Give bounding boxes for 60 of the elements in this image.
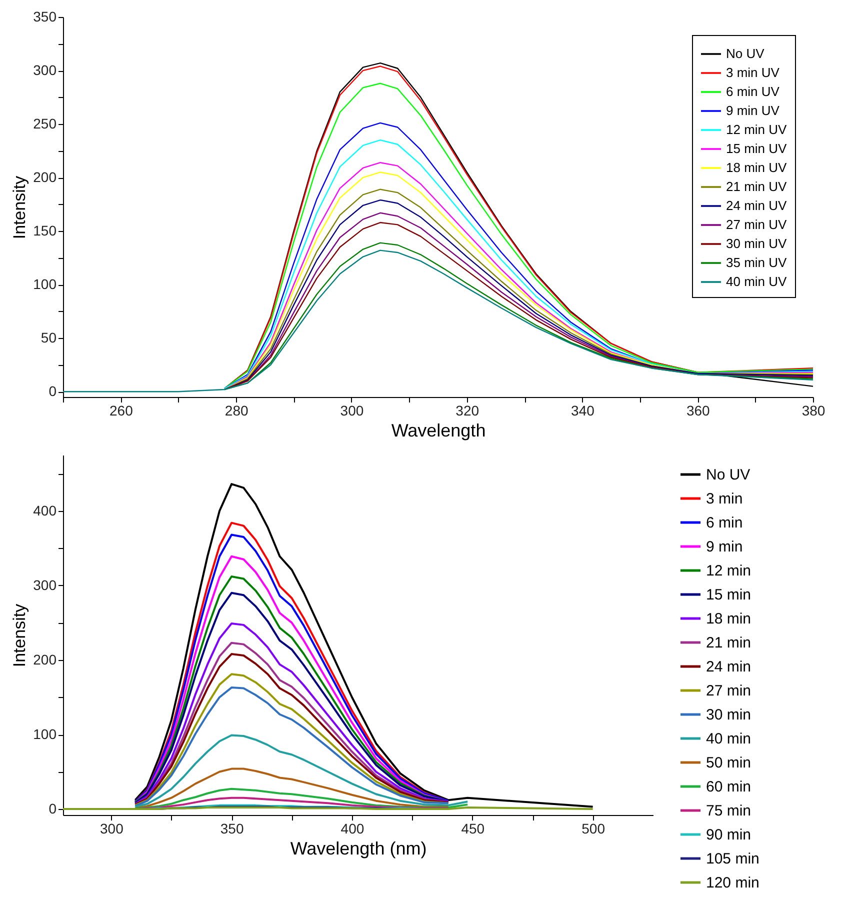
- legend-label: 15 min UV: [726, 141, 788, 156]
- x-tick-label: 340: [571, 402, 595, 418]
- x-tick-label: 300: [340, 402, 364, 418]
- legend-label: 30 min UV: [726, 236, 788, 251]
- legend-label: 21 min UV: [726, 179, 788, 194]
- legend-label: 24 min: [706, 658, 752, 676]
- legend-label: 18 min UV: [726, 160, 788, 175]
- legend-label: 35 min UV: [726, 255, 788, 270]
- x-tick-label: 320: [456, 402, 480, 418]
- y-tick-label: 300: [33, 62, 57, 78]
- y-tick-label: 200: [33, 651, 57, 668]
- y-tick-label: 50: [40, 330, 57, 346]
- y-tick-label: 300: [33, 576, 57, 593]
- x-axis-title: Wavelength (nm): [290, 838, 427, 858]
- y-tick-label: 0: [48, 800, 57, 817]
- legend-label: 120 min: [706, 874, 760, 892]
- legend-label: 105 min: [706, 850, 760, 868]
- y-tick-label: 150: [33, 222, 57, 239]
- x-tick-label: 380: [802, 402, 826, 418]
- x-tick-label: 300: [100, 820, 124, 836]
- legend-label: 12 min: [706, 562, 752, 580]
- legend-label: 21 min: [706, 634, 752, 652]
- legend-label: 75 min: [706, 802, 752, 820]
- y-tick-label: 100: [33, 276, 57, 292]
- legend-label: 27 min UV: [726, 217, 788, 232]
- legend-label: 30 min: [706, 706, 752, 724]
- legend-label: 60 min: [706, 778, 752, 796]
- x-tick-label: 450: [461, 820, 485, 836]
- x-tick-label: 360: [686, 402, 710, 418]
- legend-label: 12 min UV: [726, 122, 788, 137]
- legend-label: 6 min: [706, 514, 743, 532]
- legend-label: 40 min: [706, 730, 752, 748]
- y-tick-label: 400: [33, 502, 57, 518]
- x-axis-title: Wavelength: [391, 420, 486, 440]
- legend-label: 50 min: [706, 754, 752, 772]
- x-tick-label: 500: [582, 820, 606, 836]
- legend-label: 6 min UV: [726, 84, 780, 99]
- x-tick-label: 400: [340, 820, 364, 836]
- y-axis-title: Intensity: [10, 603, 30, 668]
- x-tick-label: 350: [220, 820, 244, 836]
- y-tick-label: 100: [33, 726, 57, 742]
- legend-label: 9 min UV: [726, 103, 780, 118]
- legend-label: 24 min UV: [726, 198, 788, 213]
- y-axis-title: Intensity: [10, 175, 30, 240]
- y-tick-label: 0: [48, 383, 57, 400]
- y-tick-label: 250: [33, 116, 57, 132]
- legend-label: 3 min UV: [726, 65, 780, 80]
- legend-label: No UV: [726, 46, 765, 61]
- legend-label: No UV: [706, 466, 750, 484]
- y-tick-label: 200: [33, 169, 57, 186]
- legend-label: 9 min: [706, 538, 743, 556]
- legend-label: 40 min UV: [726, 274, 788, 289]
- legend-label: 90 min: [706, 826, 752, 844]
- x-tick-label: 280: [224, 402, 248, 418]
- y-tick-label: 350: [33, 8, 57, 24]
- legend-label: 18 min: [706, 610, 752, 628]
- legend-label: 15 min: [706, 586, 752, 604]
- legend-label: 3 min: [706, 490, 743, 508]
- legend-label: 27 min: [706, 682, 752, 700]
- x-tick-label: 260: [110, 402, 134, 418]
